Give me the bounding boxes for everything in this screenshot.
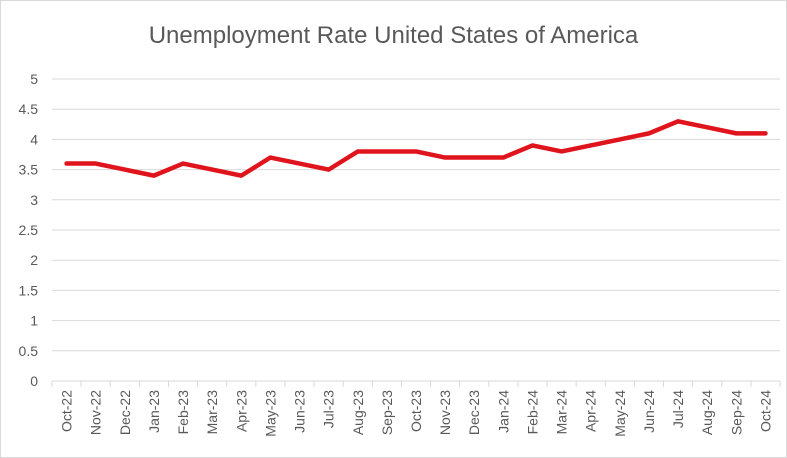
data-point (94, 162, 98, 166)
data-point (385, 149, 389, 153)
x-tick-label: Feb-24 (524, 390, 540, 435)
x-tick-label: Apr-23 (233, 390, 249, 432)
y-tick-label: 4.5 (19, 101, 39, 117)
x-tick-label: May-23 (262, 390, 278, 437)
series-group (64, 119, 768, 178)
data-point (589, 143, 593, 147)
x-tick-label: Oct-24 (757, 390, 773, 432)
data-point (530, 143, 534, 147)
x-tick-label: Jan-24 (495, 390, 511, 433)
y-tick-label: 4 (30, 131, 38, 147)
y-axis-ticks: 0 0.5 1 1.5 2 2.5 3 3.5 4 4.5 5 (19, 71, 39, 389)
y-tick-label: 2.5 (19, 222, 39, 238)
x-tick-label: Jan-23 (146, 390, 162, 433)
y-tick-label: 5 (30, 71, 38, 87)
x-axis-ticks: Oct-22 Nov-22 Dec-22 Jan-23 Feb-23 Mar-23 Apr-… (59, 390, 774, 437)
x-tick-label: Jul-23 (321, 390, 337, 428)
x-tick-label: Oct-22 (59, 390, 75, 432)
x-tick-label: Nov-22 (88, 390, 104, 435)
x-tick-label: Mar-23 (204, 390, 220, 435)
y-tick-label: 0.5 (19, 343, 39, 359)
x-tick-label: Jun-23 (292, 390, 308, 433)
x-tick-label: Dec-23 (466, 390, 482, 435)
data-point (152, 174, 156, 178)
x-tick-label: Feb-23 (175, 390, 191, 435)
x-tick-label: Mar-24 (554, 390, 570, 435)
data-point (560, 149, 564, 153)
data-point (676, 119, 680, 123)
y-tick-label: 1 (30, 313, 38, 329)
x-tick-label: Oct-23 (408, 390, 424, 432)
data-point (65, 162, 69, 166)
gridlines (52, 78, 780, 352)
data-point (472, 156, 476, 160)
y-tick-label: 1.5 (19, 282, 39, 298)
data-point (501, 156, 505, 160)
x-tick-label: Apr-24 (583, 390, 599, 432)
y-tick-label: 3 (30, 192, 38, 208)
data-point (356, 149, 360, 153)
y-tick-label: 3.5 (19, 162, 39, 178)
x-tick-label: Jun-24 (641, 390, 657, 433)
y-tick-label: 2 (30, 252, 38, 268)
data-point (618, 137, 622, 141)
data-point (327, 168, 331, 172)
x-tick-label: Dec-22 (117, 390, 133, 435)
data-point (298, 162, 302, 166)
data-point (763, 131, 767, 135)
data-point (181, 162, 185, 166)
data-point (414, 149, 418, 153)
data-point (123, 168, 127, 172)
data-point (268, 156, 272, 160)
x-tick-label: Sep-24 (728, 390, 744, 435)
data-point (647, 131, 651, 135)
data-point (443, 156, 447, 160)
y-tick-label: 0 (30, 373, 38, 389)
x-axis (51, 380, 781, 387)
data-point (210, 168, 214, 172)
x-tick-label: May-24 (612, 390, 628, 437)
x-tick-label: Sep-23 (379, 390, 395, 435)
data-point (239, 174, 243, 178)
x-tick-label: Aug-23 (350, 390, 366, 435)
data-point (734, 131, 738, 135)
x-tick-label: Nov-23 (437, 390, 453, 435)
chart-title: Unemployment Rate United States of Ameri… (148, 22, 639, 49)
data-point (705, 125, 709, 129)
x-tick-label: Aug-24 (699, 390, 715, 435)
x-tick-label: Jul-24 (670, 390, 686, 428)
series-line (64, 119, 768, 178)
